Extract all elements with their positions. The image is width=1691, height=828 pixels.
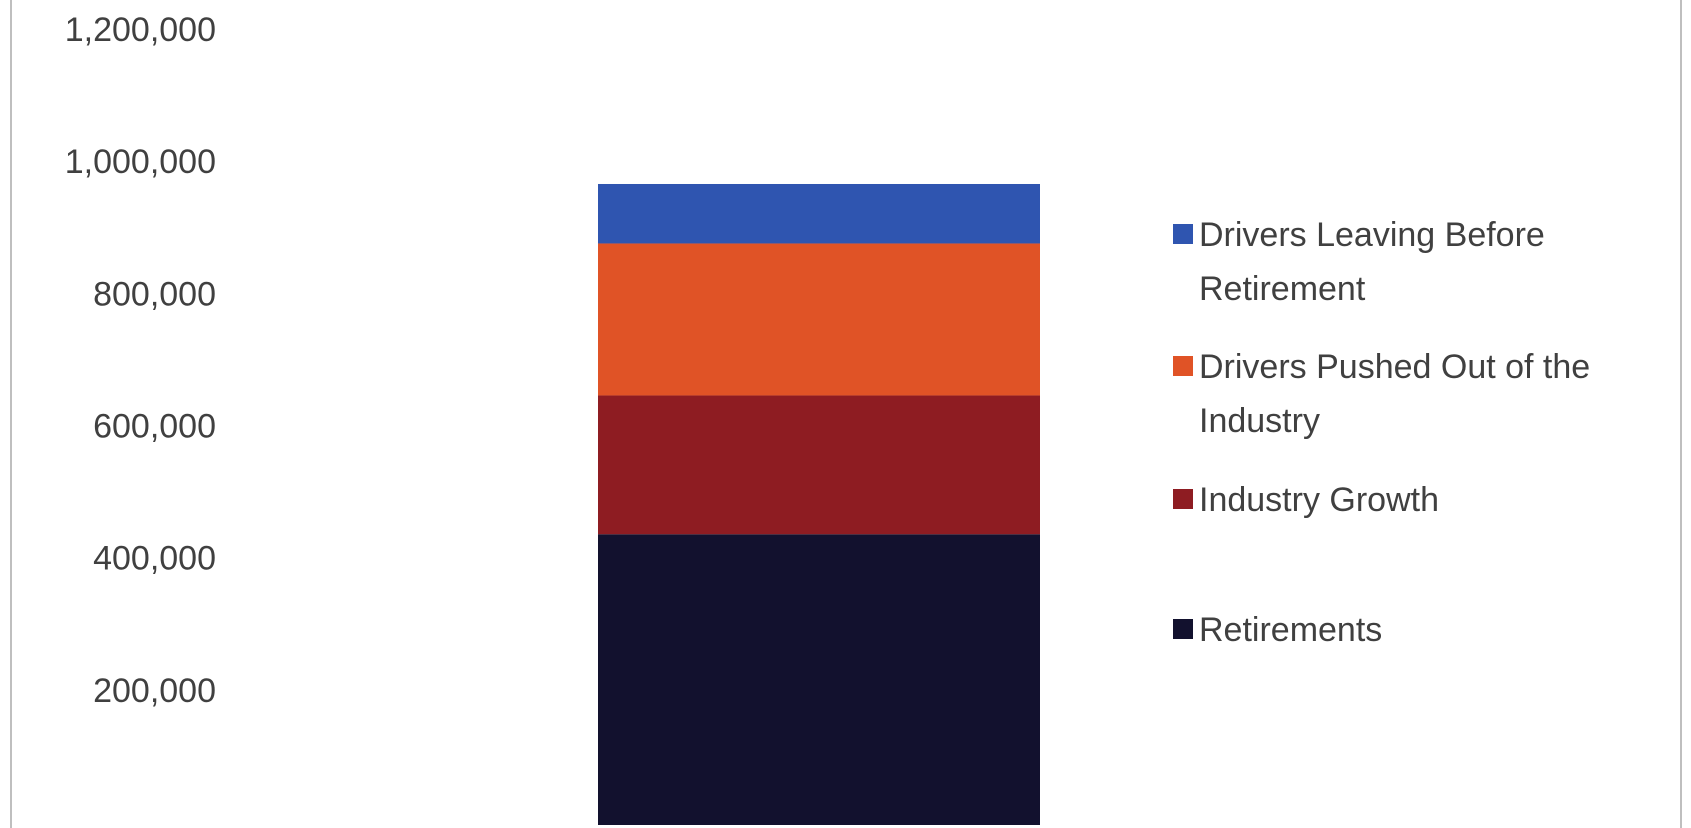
y-tick-label: 800,000 (93, 275, 216, 313)
bar-segment (598, 183, 1040, 244)
legend-label: Retirements (1199, 611, 1383, 649)
legend-label: Drivers Leaving Before Retirement (1199, 216, 1545, 308)
y-tick-label: 400,000 (93, 540, 216, 578)
y-tick-label: 600,000 (93, 407, 216, 445)
legend-item: Retirements (1173, 603, 1653, 657)
y-tick-label: 1,200,000 (65, 11, 216, 49)
legend-item: Drivers Leaving Before Retirement (1173, 208, 1653, 316)
legend-item: Drivers Pushed Out of the Industry (1173, 340, 1653, 448)
legend-swatch (1173, 489, 1193, 509)
legend-label: Drivers Pushed Out of the Industry (1199, 348, 1591, 440)
legend-label: Industry Growth (1199, 481, 1439, 519)
y-tick-label: 200,000 (93, 672, 216, 710)
chart-border (10, 0, 1682, 828)
legend-swatch (1173, 619, 1193, 639)
legend-item: Industry Growth (1173, 473, 1653, 527)
legend-swatch (1173, 224, 1193, 244)
y-tick-label: 1,000,000 (65, 143, 216, 181)
bar-segment (598, 395, 1040, 535)
bar-segment (598, 243, 1040, 396)
legend-swatch (1173, 356, 1193, 376)
bar-segment (598, 534, 1040, 825)
